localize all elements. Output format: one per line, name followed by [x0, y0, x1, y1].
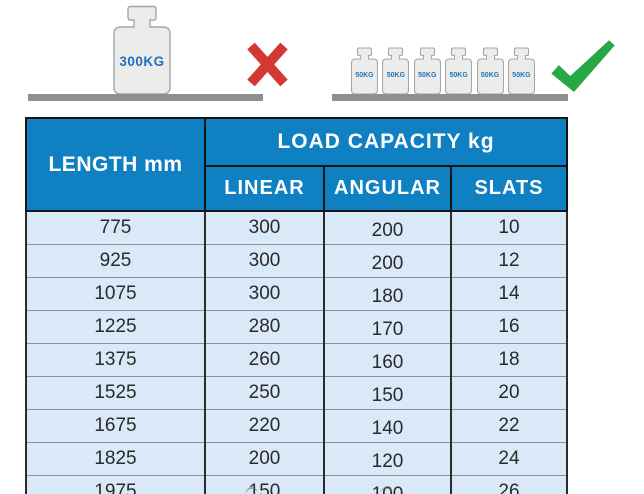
cell-length: 1525	[25, 376, 206, 410]
length-header: LENGTH mm	[25, 117, 206, 212]
cell-angular: 140	[323, 409, 452, 443]
cell-length: 1975	[25, 475, 206, 494]
cell-angular: 100	[323, 475, 452, 494]
table-header-row-2: LINEAR ANGULAR SLATS	[26, 165, 568, 212]
weight-icon	[382, 47, 410, 95]
weight-50kg: 50KG	[507, 47, 536, 95]
cell-slats: 26	[450, 475, 568, 494]
cell-linear: 300	[204, 210, 325, 245]
weight-300kg-label: 300KG	[119, 54, 165, 69]
platform-bar-right	[332, 94, 568, 101]
cell-linear: 150	[204, 475, 325, 494]
cell-angular: 200	[323, 210, 452, 245]
load-capacity-table: LENGTH mm LOAD CAPACITY kg LINEAR ANGULA…	[25, 117, 568, 494]
table-row: 1675 220 140 22	[25, 409, 568, 443]
weight-50kg-label: 50KG	[480, 72, 500, 79]
cell-slats: 22	[450, 409, 568, 443]
cell-angular: 170	[323, 310, 452, 344]
weight-icon	[507, 47, 536, 95]
cell-linear: 250	[204, 376, 325, 410]
check-icon	[551, 40, 615, 93]
load-capacity-header: LOAD CAPACITY kg	[204, 117, 568, 167]
linear-header: LINEAR	[204, 165, 325, 212]
cell-slats: 24	[450, 442, 568, 476]
table-row: 1075 300 180 14	[25, 277, 568, 311]
table-row: 925 300 200 12	[25, 244, 568, 278]
cell-linear: 220	[204, 409, 325, 443]
cell-linear: 260	[204, 343, 325, 377]
cell-length: 1375	[25, 343, 206, 377]
cell-angular: 200	[323, 244, 452, 278]
weight-300kg: 300KG	[113, 5, 171, 95]
weights-50kg-group: 50KG 50KG 50KG 50KG 50KG 50KG	[350, 47, 536, 95]
cell-slats: 10	[450, 210, 568, 245]
weight-50kg-label: 50KG	[418, 72, 437, 79]
cell-slats: 16	[450, 310, 568, 344]
weight-icon	[113, 5, 171, 95]
cell-angular: 120	[323, 442, 452, 476]
weight-50kg-label: 50KG	[512, 72, 531, 79]
platform-bar-left	[28, 94, 263, 101]
table-row: 775 300 200 10	[25, 210, 568, 245]
cell-length: 1225	[25, 310, 206, 344]
weight-50kg: 50KG	[413, 47, 441, 95]
cell-slats: 20	[450, 376, 568, 410]
table-row: 1375 260 160 18	[25, 343, 568, 377]
cell-linear: 280	[204, 310, 325, 344]
cell-linear: 200	[204, 442, 325, 476]
table-row: 1825 200 120 24	[25, 442, 568, 476]
cell-angular: 160	[323, 343, 452, 377]
weight-50kg: 50KG	[350, 47, 379, 95]
weight-50kg-label: 50KG	[449, 72, 468, 79]
weight-50kg: 50KG	[445, 47, 473, 95]
cell-angular: 180	[323, 277, 452, 311]
cell-slats: 18	[450, 343, 568, 377]
cross-icon	[247, 42, 288, 87]
cell-length: 1825	[25, 442, 206, 476]
cell-linear: 300	[204, 244, 325, 278]
weight-icon	[476, 47, 504, 95]
weight-50kg: 50KG	[476, 47, 504, 95]
cell-slats: 14	[450, 277, 568, 311]
cell-angular: 150	[323, 376, 452, 410]
weight-icon	[350, 47, 379, 95]
cell-length: 1675	[25, 409, 206, 443]
weight-icon	[413, 47, 441, 95]
slats-header: SLATS	[450, 165, 568, 212]
cell-linear: 300	[204, 277, 325, 311]
weight-50kg-label: 50KG	[355, 72, 374, 79]
cell-length: 925	[25, 244, 206, 278]
table-header-row-1: LENGTH mm LOAD CAPACITY kg	[25, 117, 568, 212]
cell-length: 775	[25, 210, 206, 245]
weight-icon	[445, 47, 473, 95]
cell-length: 1075	[25, 277, 206, 311]
cell-slats: 12	[450, 244, 568, 278]
table-row: 1225 280 170 16	[25, 310, 568, 344]
table-row: 1975 150 100 26	[25, 475, 568, 494]
table-row: 1525 250 150 20	[25, 376, 568, 410]
weight-50kg-label: 50KG	[386, 72, 406, 79]
weight-50kg: 50KG	[382, 47, 410, 95]
angular-header: ANGULAR	[323, 165, 452, 212]
